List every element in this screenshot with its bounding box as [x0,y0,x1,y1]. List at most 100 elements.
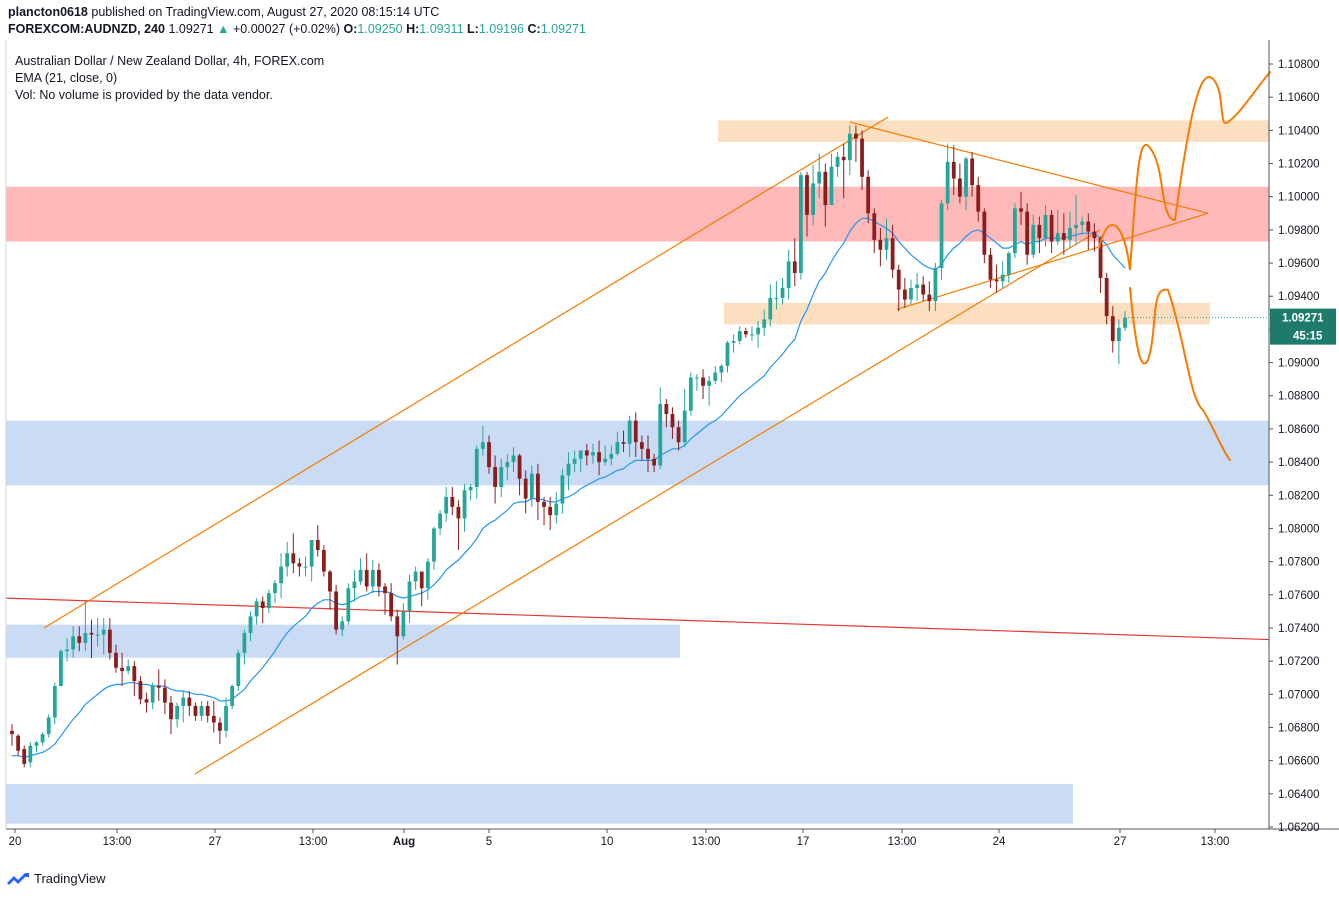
candle [792,238,797,287]
candle [1123,311,1127,332]
candle [1080,216,1085,235]
candle [59,649,63,687]
time-tick-label: 24 [993,836,1006,848]
price-tick-label: 1.09400 [1278,291,1320,303]
candle [572,450,577,473]
candle [346,583,351,625]
horizontal-trendline [5,597,1270,641]
candle [841,143,846,199]
candle [370,559,375,594]
candle [150,682,155,710]
candle [1061,213,1066,255]
price-tick-label: 1.07600 [1278,590,1320,602]
candle [187,690,192,716]
candle [144,692,149,713]
candle [805,171,809,237]
candle [340,616,345,637]
time-tick-label: 13:00 [299,836,328,848]
tradingview-logo-icon [7,873,29,885]
price-tick-label: 1.08800 [1278,391,1320,403]
candle [1055,209,1060,245]
candle [297,558,302,577]
candle [1019,191,1023,225]
candle [218,717,222,745]
candle [890,224,895,278]
candle [260,596,265,623]
projection-path-down [1129,287,1231,461]
high-label: H: [406,22,420,36]
candle [976,176,981,222]
publish-info: plancton0618 published on TradingView.co… [8,5,439,19]
candle [40,732,45,746]
candle [28,742,33,768]
candle [425,558,430,600]
candle [254,598,259,625]
candle [169,695,173,735]
publisher-name[interactable]: plancton0618 [8,5,88,19]
candle [114,644,118,673]
candle [16,734,21,756]
candle [817,153,822,199]
candle [627,415,632,458]
candle [646,435,650,473]
channel-lower-line [194,229,1101,775]
candle [725,341,730,373]
open-label: O: [343,22,358,36]
candle [77,626,82,652]
countdown-label: 45:15 [1293,331,1323,343]
candle [756,321,760,348]
candle [609,445,614,466]
candle [896,264,901,312]
candle [798,171,803,280]
candle [328,569,332,610]
candle [34,740,39,753]
candle [548,496,553,531]
candle [964,156,968,210]
price-chart[interactable]: 1.10800 1.10600 1.10400 1.10200 1.10000 1.098… [0,40,1339,866]
candle [468,483,473,501]
close-value: 1.09271 [540,22,586,36]
candle [1086,213,1091,250]
candle [1013,203,1017,259]
candle [591,443,595,464]
candle [737,326,742,345]
candle [866,170,871,224]
triangle-upper-line [849,121,1209,214]
candle [603,445,608,466]
candle [493,455,498,504]
candle [750,326,754,342]
triangle-lower-line [896,212,1209,311]
candle [193,702,198,721]
legend-ema[interactable]: EMA (21, close, 0) [15,71,118,85]
candle [682,389,687,448]
candle [291,533,296,574]
candle [542,496,546,526]
price-tick-label: 1.08600 [1278,424,1320,436]
candle [1025,203,1030,265]
candle [480,425,485,456]
candle [1116,319,1121,365]
candle [994,264,999,293]
tradingview-footer[interactable]: TradingView [6,870,106,886]
symbol-label: FOREXCOM:AUDNZD, 240 [8,22,165,36]
ema-line [12,217,1126,758]
candle [1068,211,1072,249]
candle [211,700,216,733]
candle [615,432,620,456]
candle [670,407,675,439]
candle [334,584,339,635]
candle [1074,195,1078,245]
time-tick-label: 10 [601,836,614,848]
candle [652,453,657,473]
candle [407,574,412,623]
candle [639,435,644,461]
price-tick-label: 1.06600 [1278,756,1320,768]
time-tick-label: 13:00 [692,836,721,848]
candle [89,619,94,658]
price-tick-label: 1.10400 [1278,125,1320,137]
candle [823,163,828,227]
channel-upper-line [43,116,889,629]
time-tick-label: 13:00 [888,836,917,848]
last-price-badge [1270,308,1336,345]
candle [762,309,767,337]
